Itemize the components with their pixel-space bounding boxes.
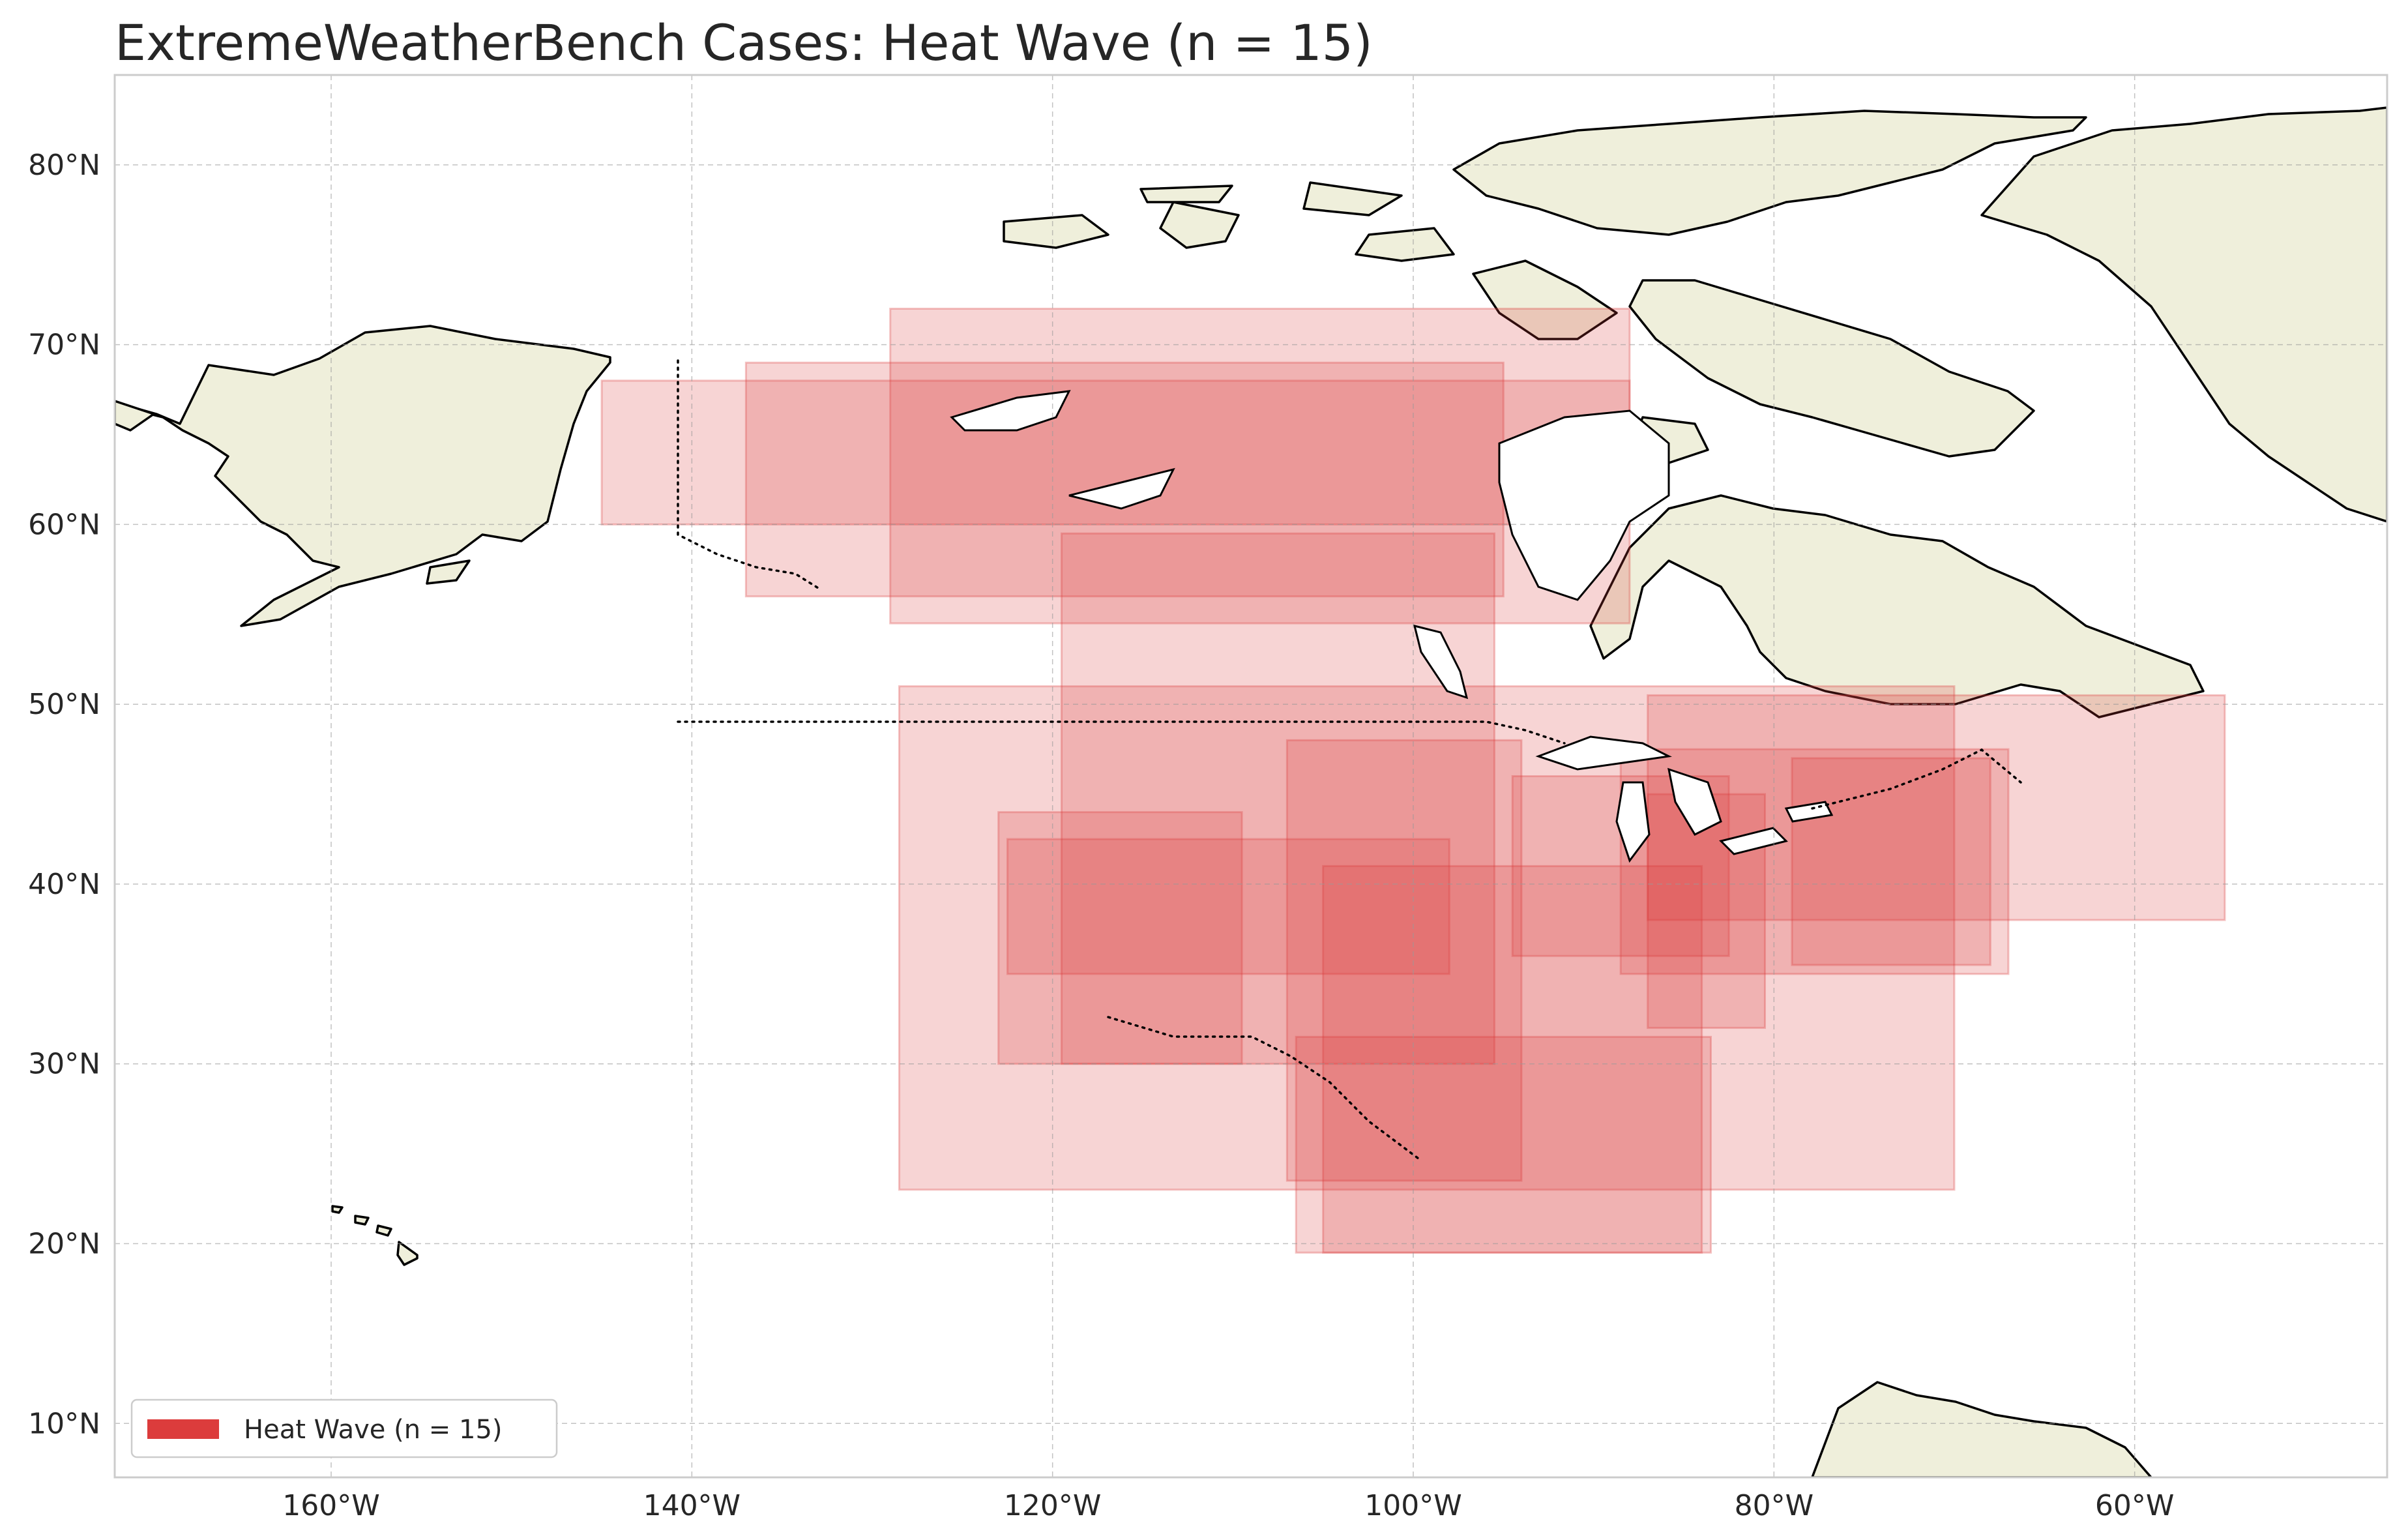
land-layer (115, 106, 2387, 1477)
heat-wave-boxes (600, 308, 2226, 1254)
x-tick-label: 140°W (643, 1489, 741, 1522)
x-tick-label: 100°W (1364, 1489, 1462, 1522)
quebec-labrador (1589, 494, 2205, 718)
heat-wave-box-13 (1791, 757, 1991, 966)
lake-superior (1535, 735, 1672, 771)
x-tick-label: 60°W (2095, 1489, 2175, 1522)
heat-wave-box-14 (1295, 1035, 1712, 1254)
alaska-landmass (115, 325, 611, 627)
arctic-island-d (1355, 227, 1455, 262)
arctic-archipelago-east (1472, 259, 1618, 340)
heat-wave-box-9 (1322, 865, 1703, 1254)
y-tick-label: 40°N (28, 868, 100, 901)
x-tick-label: 120°W (1004, 1489, 1102, 1522)
alaska-island-small (426, 559, 471, 585)
hawaii-oahu (354, 1215, 370, 1226)
lake-erie (1719, 827, 1788, 855)
map-title: ExtremeWeatherBench Cases: Heat Wave (n … (115, 14, 1373, 72)
heat-wave-box-10 (1647, 793, 1767, 1029)
y-tick-label: 30°N (28, 1048, 100, 1081)
us-canada-border (677, 720, 1566, 745)
legend-box (130, 1398, 558, 1458)
legend-label: Heat Wave (n = 15) (244, 1415, 503, 1445)
arctic-island-b (1159, 201, 1240, 249)
lake-michigan (1615, 781, 1651, 863)
heat-wave-box-4 (1061, 532, 1495, 1065)
y-tick-label: 70°N (28, 329, 100, 362)
great-slave-lake (1068, 467, 1175, 510)
y-tick-label: 50°N (28, 688, 100, 721)
plot-frame (113, 74, 2388, 1479)
alaska-canada-border (677, 359, 823, 591)
hawaii-big-island (396, 1241, 418, 1266)
lake-huron (1667, 767, 1722, 836)
hawaii-maui (375, 1224, 392, 1237)
heat-wave-box-8 (1285, 739, 1523, 1182)
heat-wave-box-15 (1647, 694, 2226, 921)
arctic-island-e (1139, 185, 1233, 203)
y-tick-label: 20°N (28, 1228, 100, 1261)
lakes-layer (950, 390, 1834, 863)
south-america-north (1811, 1381, 2152, 1477)
x-axis-ticks: 160°W 140°W 120°W 100°W 80°W 60°W (282, 1489, 2174, 1522)
y-tick-label: 60°N (28, 508, 100, 541)
heat-wave-box-6 (997, 811, 1243, 1065)
east-canada-border (1811, 748, 2022, 810)
heat-wave-box-7 (1006, 838, 1450, 975)
hudson-bay (1498, 409, 1670, 601)
y-axis-ticks: 10°N 20°N 30°N 40°N 50°N 60°N 70°N 80°N (28, 149, 100, 1440)
y-tick-label: 80°N (28, 149, 100, 182)
arctic-island-a (1003, 214, 1109, 249)
x-tick-label: 160°W (282, 1489, 380, 1522)
ellesmere-island (1452, 110, 2087, 236)
great-bear-lake (950, 390, 1071, 432)
political-borders (677, 359, 2022, 1162)
baffin-island (1628, 279, 2035, 458)
alaska-island-west (115, 400, 155, 432)
heat-wave-box-2 (744, 361, 1505, 598)
arctic-island-c (1302, 181, 1403, 216)
legend: Heat Wave (n = 15) (130, 1398, 558, 1458)
greenland (1980, 106, 2387, 523)
lake-winnipeg (1413, 624, 1469, 700)
y-tick-label: 10°N (28, 1407, 100, 1440)
legend-swatch (147, 1419, 219, 1439)
heat-wave-box-5 (898, 685, 1956, 1191)
hawaii-kauai (331, 1205, 344, 1214)
x-tick-label: 80°W (1735, 1489, 1814, 1522)
